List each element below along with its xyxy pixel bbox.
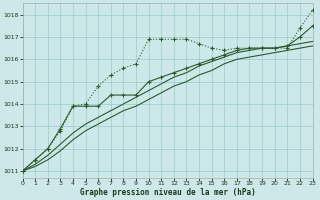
- X-axis label: Graphe pression niveau de la mer (hPa): Graphe pression niveau de la mer (hPa): [80, 188, 255, 197]
